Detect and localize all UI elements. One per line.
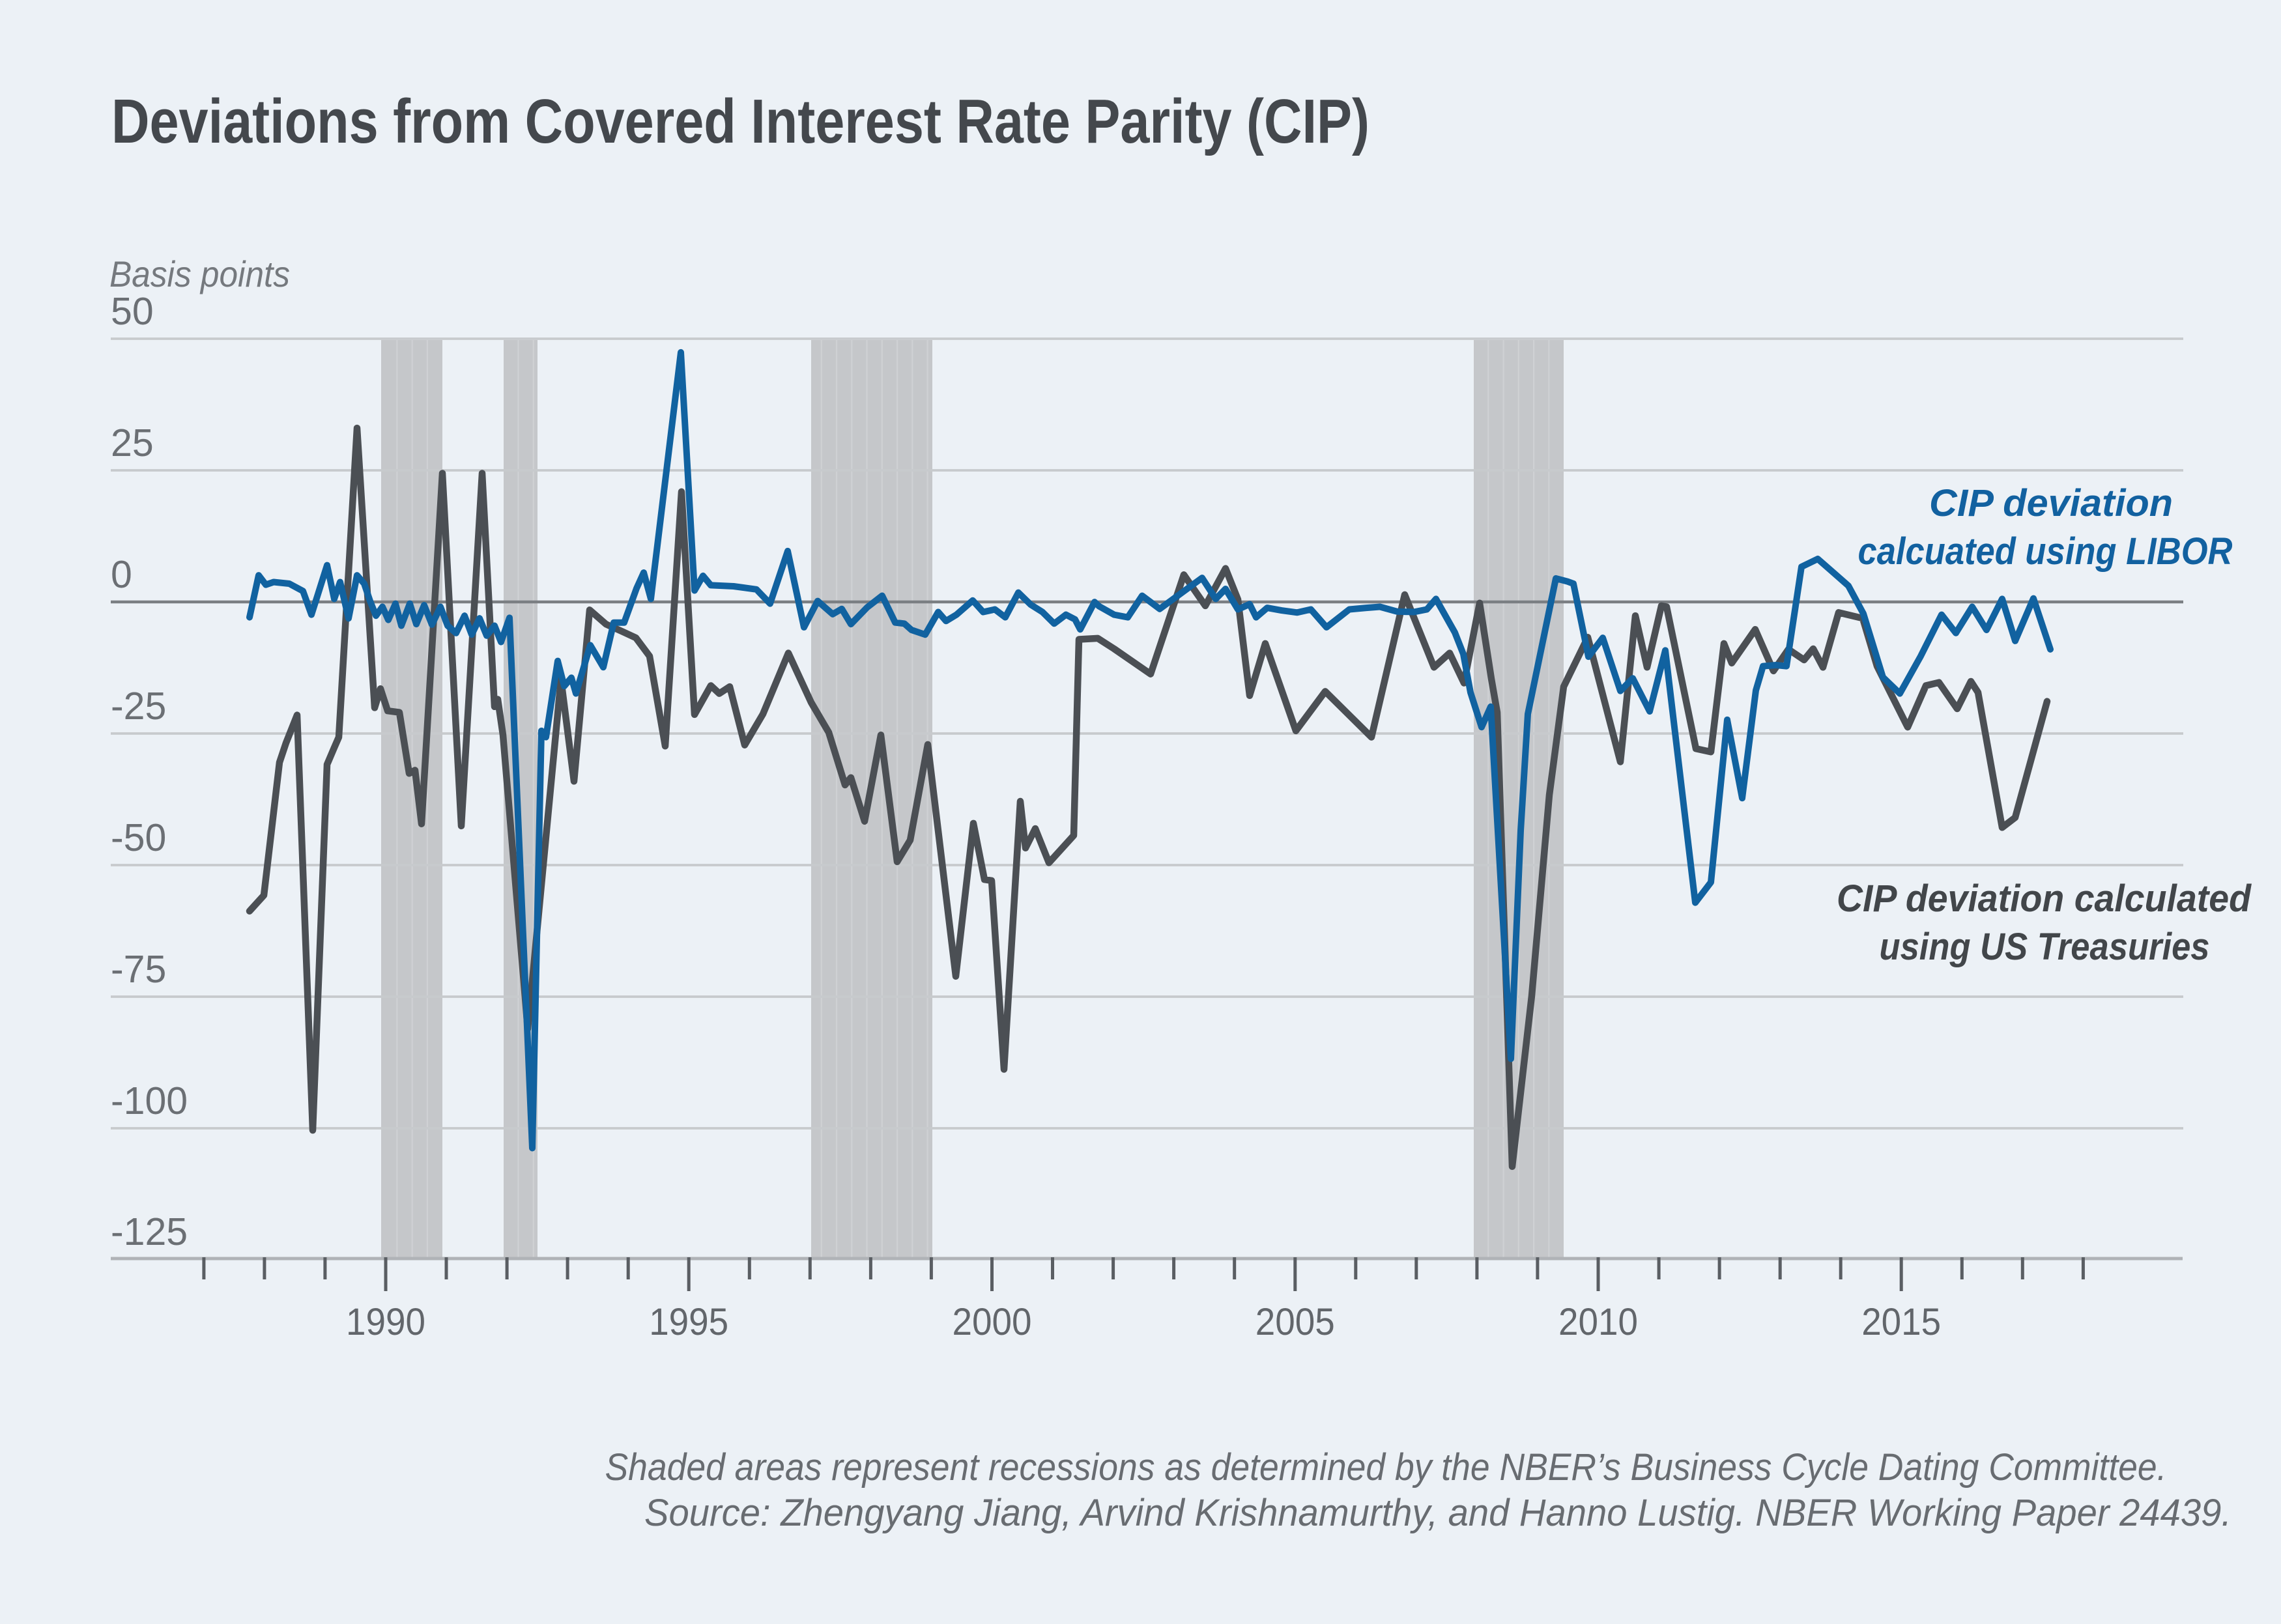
svg-text:2015: 2015 [1861,1301,1941,1343]
svg-text:-125: -125 [111,1210,188,1253]
svg-text:Deviations from Covered Intere: Deviations from Covered Interest Rate Pa… [111,87,1370,156]
svg-text:0: 0 [111,553,132,596]
svg-text:-25: -25 [111,685,166,728]
svg-text:2005: 2005 [1255,1301,1335,1343]
svg-text:1995: 1995 [649,1301,728,1343]
svg-text:-50: -50 [111,816,166,859]
svg-text:-75: -75 [111,948,166,991]
svg-text:50: 50 [111,290,154,333]
svg-text:25: 25 [111,421,154,464]
svg-text:1990: 1990 [346,1301,425,1343]
svg-text:calcuated using LIBOR: calcuated using LIBOR [1858,530,2233,573]
svg-text:2000: 2000 [953,1301,1032,1343]
svg-text:Basis points: Basis points [109,253,290,294]
svg-text:Shaded areas represent recessi: Shaded areas represent recessions as det… [605,1446,2167,1489]
svg-text:CIP deviation: CIP deviation [1929,482,2173,524]
svg-text:CIP deviation calculated: CIP deviation calculated [1837,877,2252,920]
svg-text:using US Treasuries: using US Treasuries [1880,926,2210,968]
svg-text:-100: -100 [111,1079,188,1122]
svg-text:Source: Zhengyang Jiang, Arvin: Source: Zhengyang Jiang, Arvind Krishnam… [644,1492,2231,1534]
svg-text:2010: 2010 [1558,1301,1638,1343]
